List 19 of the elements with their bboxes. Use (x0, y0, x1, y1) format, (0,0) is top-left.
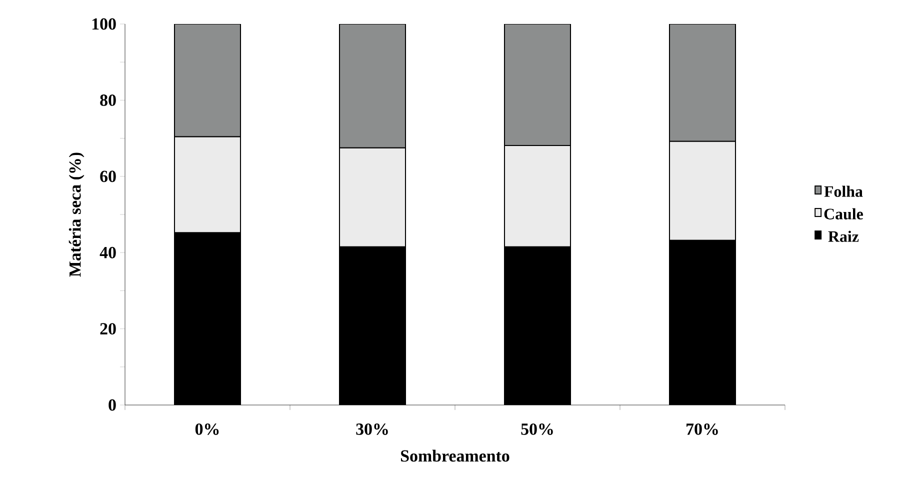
x-tick-label: 50% (521, 423, 553, 435)
y-tick-label: 80 (100, 94, 116, 106)
x-tick-label: 0% (195, 423, 219, 435)
bar (669, 24, 736, 142)
y-tick-label: 100 (92, 18, 116, 30)
y-axis-title: Matéria seca (%) (68, 152, 84, 277)
x-tick-label: 30% (356, 423, 388, 435)
x-axis-title: Sombreamento (401, 450, 510, 462)
legend-label: Raiz (828, 230, 859, 242)
legend-label: Caule (824, 208, 863, 220)
bar (339, 24, 406, 148)
y-tick-label: 40 (100, 246, 116, 258)
bar (504, 24, 571, 146)
bar (174, 24, 241, 138)
legend-label: Folha (824, 186, 863, 197)
y-tick-label: 60 (100, 170, 116, 182)
y-tick-label: 20 (100, 323, 116, 335)
y-tick-label: 0 (108, 399, 116, 411)
x-tick-label: 70% (686, 423, 718, 435)
